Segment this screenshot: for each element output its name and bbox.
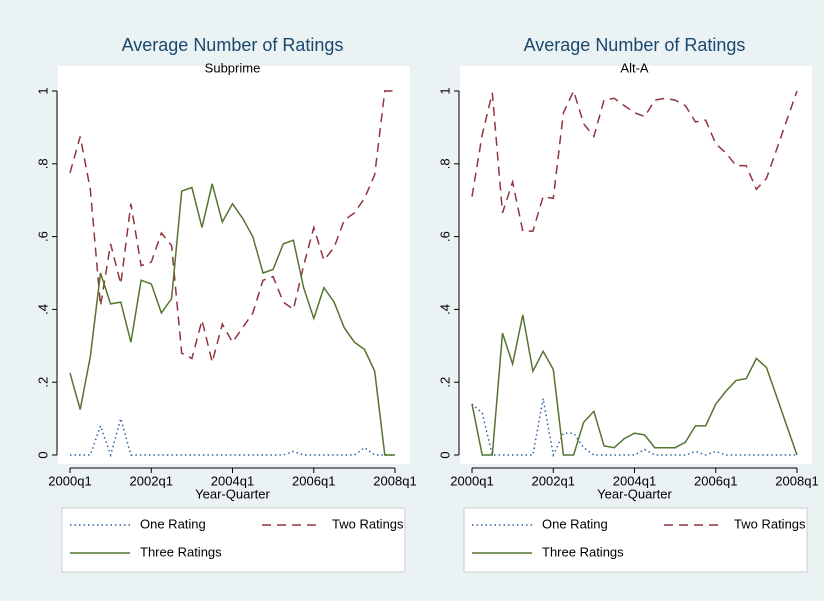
y-tick-label: .4: [35, 304, 50, 315]
legend-label: Three Ratings: [140, 544, 222, 559]
y-tick-label: .8: [35, 158, 50, 169]
y-tick-label: .4: [437, 304, 452, 315]
legend-box: [61, 507, 406, 573]
x-tick-label: 2004q1: [211, 473, 254, 488]
legend-label: One Rating: [140, 516, 206, 531]
legend-label: Three Ratings: [542, 544, 624, 559]
x-axis-label: Year-Quarter: [195, 486, 270, 501]
y-tick-label: 0: [35, 451, 50, 458]
y-tick-label: 0: [437, 451, 452, 458]
series-line: [471, 398, 797, 458]
y-tick-label: 1: [437, 87, 452, 94]
legend-label: Two Ratings: [332, 516, 404, 531]
x-tick-label: 2008q1: [373, 473, 416, 488]
y-tick-label: .2: [437, 377, 452, 388]
series-line: [69, 90, 395, 363]
x-tick-label: 2002q1: [130, 473, 173, 488]
chart-title: Average Number of Ratings: [122, 35, 344, 55]
y-tick-label: .8: [437, 158, 452, 169]
plot-region: [460, 66, 812, 464]
x-tick-label: 2006q1: [292, 473, 335, 488]
y-tick-label: 1: [35, 87, 50, 94]
chart-title: Average Number of Ratings: [524, 35, 746, 55]
x-tick-label: 2002q1: [532, 473, 575, 488]
y-tick-label: .6: [437, 231, 452, 242]
series-line: [69, 183, 395, 456]
x-tick-label: 2006q1: [694, 473, 737, 488]
x-tick-label: 2000q1: [48, 473, 91, 488]
x-tick-label: 2004q1: [613, 473, 656, 488]
chart-subtitle: Alt-A: [620, 60, 649, 75]
legend-label: Two Ratings: [734, 516, 806, 531]
x-tick-label: 2000q1: [450, 473, 493, 488]
x-tick-label: 2008q1: [775, 473, 818, 488]
y-tick-label: .2: [35, 377, 50, 388]
legend-box: [463, 507, 808, 573]
chart-subtitle: Subprime: [205, 60, 261, 75]
series-line: [471, 88, 798, 232]
series-line: [471, 314, 798, 456]
y-tick-label: .6: [35, 231, 50, 242]
legend-label: One Rating: [542, 516, 608, 531]
plot-region: [58, 66, 410, 464]
x-axis-label: Year-Quarter: [597, 486, 672, 501]
